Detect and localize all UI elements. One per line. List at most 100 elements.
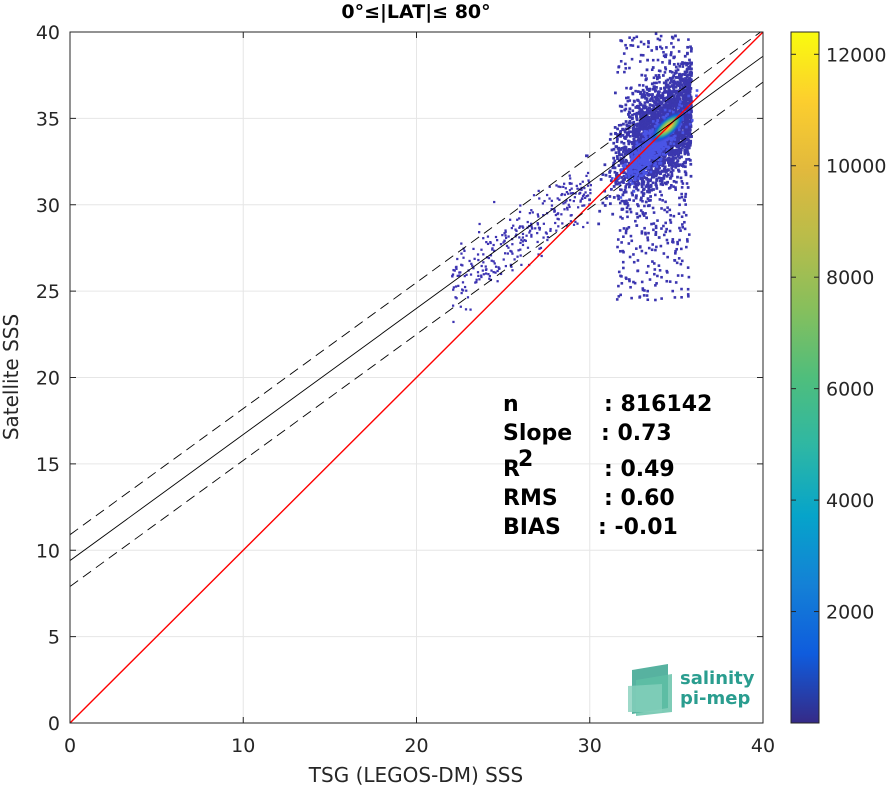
density-cell: [686, 136, 689, 139]
density-cell: [658, 113, 662, 116]
density-cell: [633, 176, 637, 179]
density-cell: [580, 188, 583, 191]
density-cell: [622, 168, 625, 172]
density-cell: [641, 127, 644, 131]
density-cell: [612, 156, 616, 160]
density-cell: [679, 151, 683, 155]
density-cell: [649, 166, 653, 170]
density-cell: [647, 40, 650, 43]
density-cell: [656, 90, 660, 94]
density-cell: [620, 176, 624, 179]
density-cell: [681, 138, 685, 142]
density-cell: [619, 129, 623, 133]
density-cell: [660, 179, 664, 182]
density-cell: [482, 237, 485, 240]
density-cell: [676, 240, 679, 244]
density-cell: [648, 138, 652, 142]
density-cell: [676, 163, 679, 167]
density-cell: [515, 229, 518, 233]
density-cell: [622, 266, 625, 270]
density-cell: [656, 119, 660, 122]
density-cell: [628, 170, 631, 174]
density-cell: [647, 156, 650, 159]
density-cell: [631, 38, 634, 42]
density-cell: [662, 112, 665, 116]
density-cell: [619, 59, 623, 63]
density-cell: [643, 226, 646, 230]
density-cell: [683, 170, 687, 174]
density-cell: [627, 172, 630, 175]
density-cell: [650, 82, 654, 86]
density-cell: [530, 233, 533, 237]
density-cell: [608, 175, 612, 178]
density-cell: [482, 261, 485, 264]
density-cell: [610, 148, 614, 152]
density-cell: [673, 296, 677, 299]
density-cell: [686, 186, 690, 189]
density-cell: [511, 243, 514, 246]
density-cell: [672, 62, 676, 66]
density-cell: [498, 267, 501, 270]
density-cell: [635, 35, 639, 39]
density-cell: [647, 231, 650, 235]
density-cell: [668, 229, 672, 233]
density-cell: [662, 54, 666, 58]
density-cell: [669, 214, 672, 217]
density-cell: [461, 281, 465, 284]
density-cell: [646, 189, 649, 193]
density-cell: [642, 42, 646, 46]
density-cell: [522, 226, 525, 229]
density-cell: [641, 199, 644, 203]
stat-value-0: : 816142: [604, 392, 712, 417]
density-cell: [685, 150, 689, 153]
density-cell: [635, 185, 638, 188]
density-cell: [668, 59, 672, 63]
density-cell: [652, 144, 655, 148]
density-cell: [561, 192, 564, 196]
density-cell: [610, 187, 613, 191]
density-cell: [654, 108, 658, 112]
density-cell: [652, 157, 656, 160]
density-cell: [635, 144, 638, 148]
density-cell: [644, 251, 648, 255]
density-cell: [644, 160, 648, 163]
density-cell: [667, 99, 670, 102]
density-cell: [655, 121, 658, 125]
density-cell: [654, 74, 658, 77]
density-cell: [647, 162, 651, 166]
density-cell: [683, 152, 687, 156]
density-cell: [550, 207, 553, 211]
density-cell: [637, 151, 641, 154]
density-cell: [504, 234, 507, 237]
density-cell: [665, 279, 669, 283]
density-cell: [657, 118, 661, 122]
y-tick-label: 0: [48, 713, 60, 735]
density-cell: [618, 201, 622, 205]
density-cell: [687, 110, 691, 114]
density-cell: [654, 168, 658, 171]
density-cell: [681, 62, 685, 66]
y-tick-label: 5: [48, 627, 60, 649]
density-cell: [642, 93, 646, 96]
density-cell: [684, 119, 688, 123]
density-cell: [641, 211, 644, 214]
density-cell: [622, 148, 626, 152]
density-cell: [687, 295, 690, 298]
density-cell: [630, 191, 634, 195]
density-cell: [650, 68, 654, 72]
density-cell: [528, 231, 531, 234]
density-cell: [643, 111, 647, 115]
density-cell: [520, 238, 523, 242]
density-cell: [537, 189, 540, 193]
density-cell: [636, 168, 639, 172]
density-cell: [648, 204, 651, 207]
density-cell: [655, 45, 658, 49]
density-cell: [626, 167, 629, 171]
density-cell: [690, 47, 693, 50]
density-cell: [686, 114, 690, 118]
density-cell: [676, 95, 680, 99]
density-cell: [684, 173, 688, 177]
density-cell: [519, 254, 522, 257]
density-cell: [644, 117, 648, 120]
density-cell: [651, 96, 654, 100]
